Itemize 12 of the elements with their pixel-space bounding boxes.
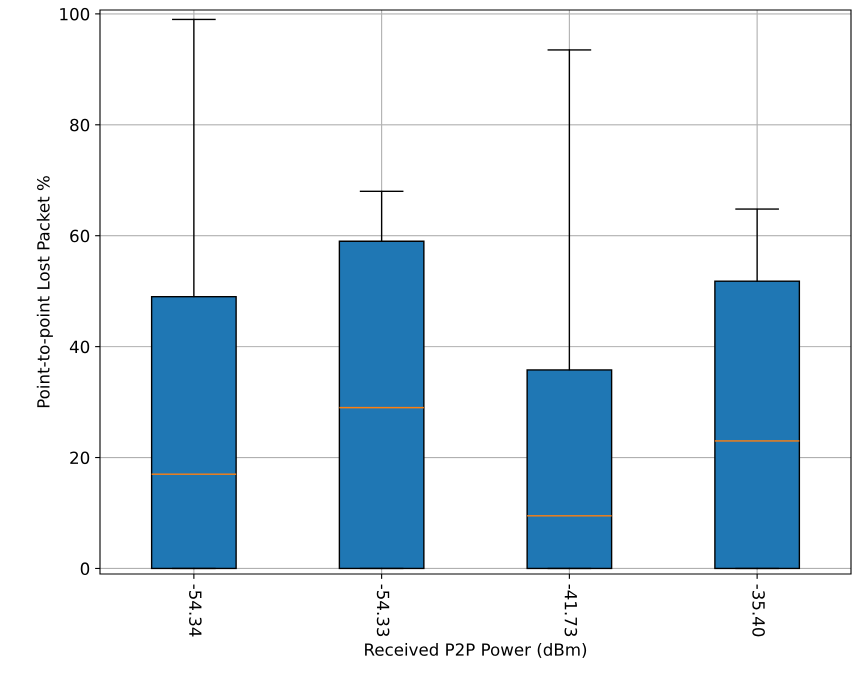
y-tick-label: 60 [70,230,90,242]
x-tick-label: -54.34 [189,584,202,637]
y-tick-label: 80 [70,118,90,132]
x-tick-label: -54.33 [376,584,390,636]
y-tick-label: 0 [80,562,90,576]
y-tick-label: 100 [60,8,90,20]
y-tick-label: 20 [70,452,90,464]
y-axis-title: Point-to-point Lost Packet % [36,176,53,408]
x-tick-label: -35.40 [752,584,765,636]
x-tick-label: -41.73 [564,584,578,636]
x-axis-title: Received P2P Power (dBm) [365,643,586,658]
y-tick-label: 40 [70,340,90,354]
